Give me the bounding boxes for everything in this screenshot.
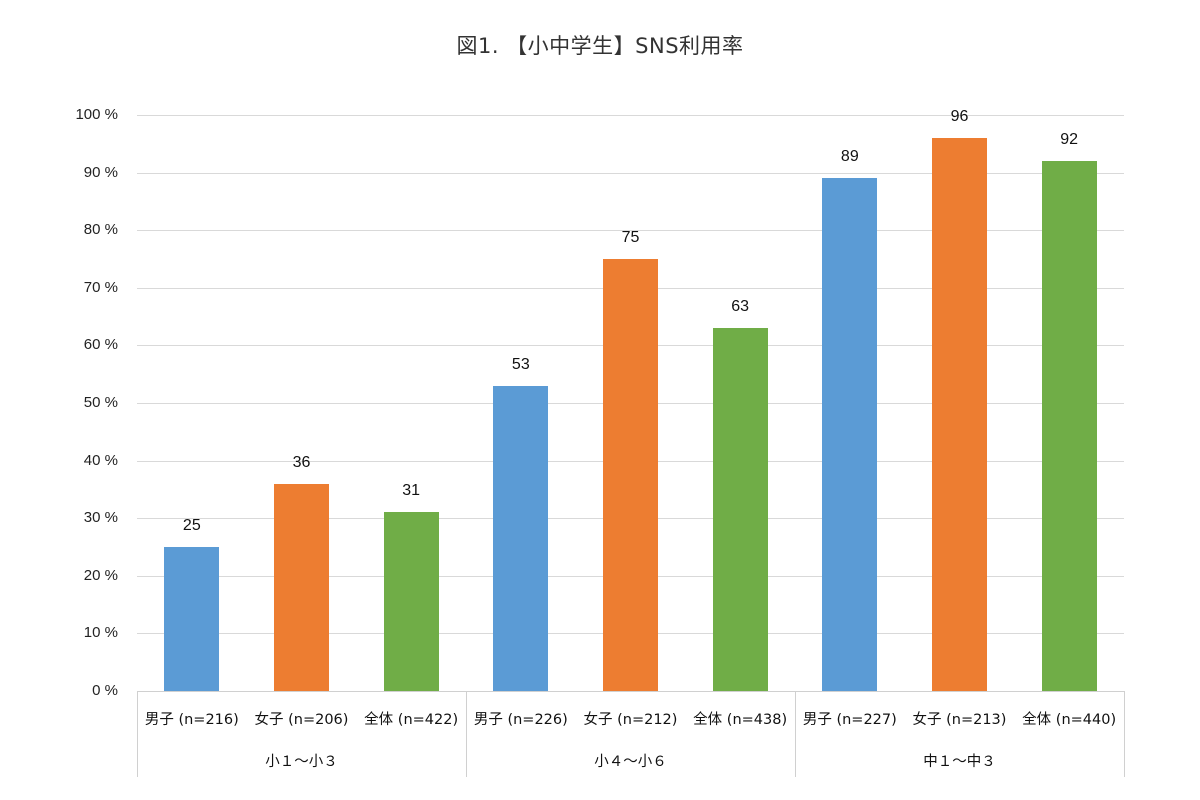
bar — [164, 547, 220, 691]
data-label: 63 — [731, 298, 750, 316]
gridline — [137, 230, 1124, 232]
x-category-label: 男子 (n=226) — [473, 712, 568, 728]
y-tick-label: 90 % — [83, 163, 118, 181]
bar — [383, 512, 439, 691]
x-axis-line — [137, 691, 1124, 692]
data-label: 31 — [402, 482, 421, 500]
y-tick-label: 30 % — [83, 509, 118, 527]
x-category-label: 全体 (n=440) — [1022, 712, 1117, 728]
bar — [822, 178, 878, 691]
x-group-label: 小４〜小６ — [594, 754, 667, 770]
x-category-label: 女子 (n=213) — [912, 712, 1007, 728]
data-label: 92 — [1060, 131, 1079, 149]
category-divider — [466, 691, 467, 777]
x-category-label: 男子 (n=216) — [144, 712, 239, 728]
data-label: 75 — [621, 229, 640, 246]
y-tick-label: 60 % — [83, 336, 118, 354]
y-tick-label: 40 % — [83, 451, 118, 469]
y-tick-label: 20 % — [83, 566, 118, 584]
x-category-label: 女子 (n=206) — [254, 712, 349, 728]
y-tick-label: 50 % — [83, 394, 118, 411]
gridline — [137, 172, 1124, 174]
x-category-label: 全体 (n=438) — [693, 712, 788, 728]
y-tick-label: 10 % — [83, 624, 118, 642]
gridline — [137, 115, 1124, 116]
bar — [712, 328, 768, 691]
chart-title: 図1. 【小中学生】SNS利用率 — [456, 34, 744, 58]
y-tick-label: 0 % — [92, 682, 118, 699]
data-label: 89 — [840, 148, 859, 166]
x-category-label: 男子 (n=227) — [802, 712, 897, 728]
x-group-label: 中１〜中３ — [923, 754, 996, 770]
y-tick-label: 100 % — [75, 106, 118, 123]
bar — [493, 385, 549, 691]
x-category-label: 女子 (n=212) — [583, 712, 678, 728]
data-label: 25 — [182, 517, 201, 534]
category-divider — [795, 691, 796, 777]
data-label: 96 — [950, 108, 969, 126]
category-divider — [137, 691, 138, 777]
category-divider — [1124, 691, 1125, 777]
x-category-label: 全体 (n=422) — [364, 712, 459, 728]
bar — [1041, 161, 1097, 691]
bar — [274, 483, 329, 691]
bar — [603, 259, 658, 691]
y-tick-label: 70 % — [83, 278, 118, 296]
plot-area: 25 36 31 53 75 63 89 96 92 — [137, 108, 1124, 691]
x-group-label: 小１〜小３ — [265, 754, 338, 770]
y-tick-label: 80 % — [83, 221, 118, 239]
bar — [932, 138, 987, 691]
data-label: 36 — [292, 453, 311, 471]
data-label: 53 — [511, 355, 530, 373]
